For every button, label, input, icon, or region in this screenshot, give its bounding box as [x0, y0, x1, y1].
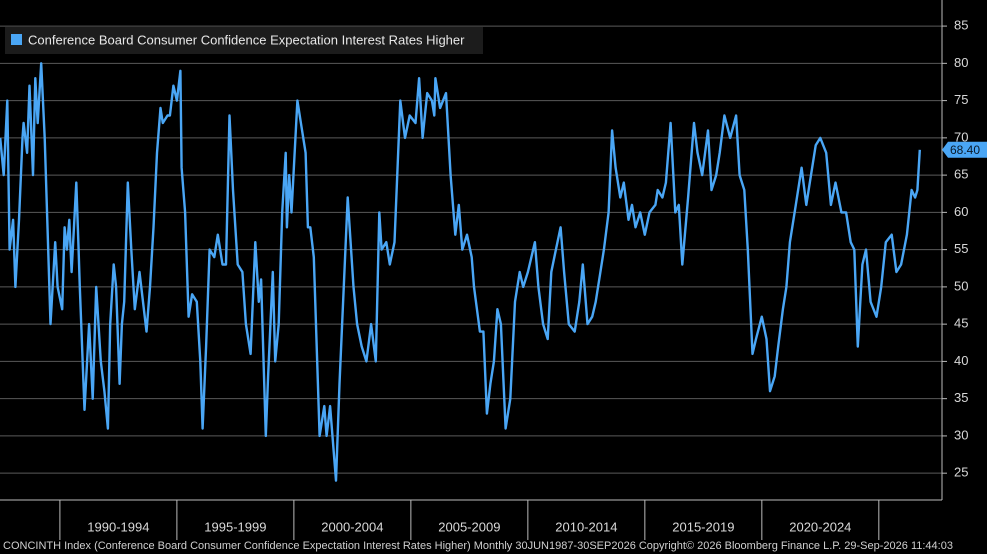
x-tick-label: 1990-1994 — [87, 519, 149, 534]
x-tick-label: 2020-2024 — [789, 519, 851, 534]
y-tick-label: 60 — [954, 204, 968, 219]
legend-box — [5, 27, 483, 54]
legend-swatch — [11, 34, 22, 45]
footer: CONCINTH Index (Conference Board Consume… — [3, 540, 953, 552]
last-value-label: 68.40 — [950, 143, 980, 157]
x-tick-label: 2000-2004 — [321, 519, 383, 534]
y-tick-label: 30 — [954, 427, 968, 442]
y-tick-label: 65 — [954, 167, 968, 182]
y-tick-label: 55 — [954, 241, 968, 256]
series-line — [0, 62, 921, 482]
y-tick-label: 40 — [954, 353, 968, 368]
last-value-tag — [942, 141, 987, 158]
y-tick-label: 75 — [954, 92, 968, 107]
y-tick-label: 85 — [954, 18, 968, 33]
x-tick-label: 2005-2009 — [438, 519, 500, 534]
y-tick-label: 50 — [954, 278, 968, 293]
y-tick-label: 35 — [954, 390, 968, 405]
y-tick-label: 45 — [954, 316, 968, 331]
y-tick-label: 70 — [954, 129, 968, 144]
y-tick-label: 80 — [954, 55, 968, 70]
y-tick-label: 25 — [954, 465, 968, 480]
x-tick-label: 2010-2014 — [555, 519, 617, 534]
x-tick-label: 2015-2019 — [672, 519, 734, 534]
legend-label: Conference Board Consumer Confidence Exp… — [28, 32, 465, 47]
x-tick-label: 1995-1999 — [204, 519, 266, 534]
